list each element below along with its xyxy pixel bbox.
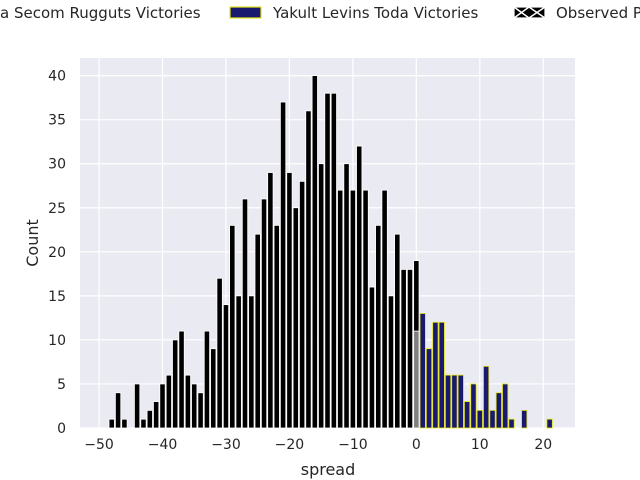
bar-1-9	[470, 383, 477, 429]
bar-0--40	[159, 383, 166, 429]
y-tick-label: 40	[48, 69, 66, 85]
bar-0--2	[400, 269, 407, 429]
x-tick-label: −30	[211, 437, 241, 453]
bar-0--5	[381, 189, 388, 429]
bar-0--28	[235, 295, 242, 429]
legend-hatch	[513, 6, 546, 19]
bar-0--41	[153, 401, 160, 429]
bar-1-17	[521, 409, 528, 429]
y-tick-label: 10	[48, 333, 66, 349]
bar-1-2	[425, 348, 433, 429]
y-tick-label: 20	[48, 245, 66, 261]
bar-0--48	[108, 418, 115, 429]
y-tick-label: 30	[48, 157, 66, 173]
x-tick-label: −20	[275, 437, 305, 453]
bar-1-3	[432, 321, 439, 429]
bar-0--32	[210, 348, 217, 429]
y-tick-label: 5	[57, 377, 66, 393]
bar-3-0	[413, 330, 420, 429]
bar-1-5	[444, 374, 452, 429]
legend: a Secom Rugguts Victories Yakult Levins T…	[0, 4, 640, 22]
legend-label: Yakult Levins Toda Victories	[272, 4, 479, 22]
bar-1-21	[546, 418, 553, 429]
bar-0--17	[305, 110, 312, 429]
bar-0--6	[375, 224, 382, 429]
bar-1-14	[502, 383, 509, 429]
bar-0--10	[349, 189, 356, 429]
x-tick-label: −50	[84, 437, 114, 453]
x-tick-label: −40	[148, 437, 178, 453]
x-tick-label: 0	[412, 437, 421, 453]
bar-1-1	[419, 313, 426, 429]
bar-0--11	[343, 163, 350, 429]
bar-0--13	[330, 92, 337, 429]
bar-0--23	[267, 172, 274, 429]
bar-0--8	[362, 189, 369, 429]
y-tick-label: 25	[48, 201, 66, 217]
bar-0--47	[114, 392, 122, 429]
legend-swatch	[229, 6, 262, 19]
x-tick-labels: −50 −40 −30 −20 −10 0 10 20	[84, 437, 552, 453]
bar-0--44	[134, 383, 141, 429]
bar-0--25	[254, 233, 261, 429]
bar-0--37	[178, 330, 185, 429]
bar-0--20	[286, 172, 293, 429]
x-tick-label: 20	[534, 437, 552, 453]
bar-0--29	[229, 224, 236, 429]
y-tick-label: 15	[48, 289, 66, 305]
bar-0--38	[172, 339, 179, 429]
bar-0--14	[324, 92, 331, 429]
y-tick-labels: 0 5 10 15 20 25 30 35 40	[48, 69, 66, 437]
bar-0--12	[337, 189, 344, 429]
y-tick-label: 35	[48, 113, 66, 129]
bar-0--9	[356, 145, 363, 429]
bar-0--30	[222, 304, 230, 429]
bars	[108, 75, 553, 429]
bar-0--43	[140, 418, 147, 429]
bar-0--3	[394, 233, 401, 429]
bar-0--46	[121, 418, 128, 429]
bar-0--16	[311, 75, 318, 429]
bar-0--36	[184, 374, 191, 429]
bar-1-10	[476, 409, 483, 429]
bar-0--24	[260, 198, 268, 429]
bar-0--31	[216, 277, 223, 429]
x-tick-label: −10	[338, 437, 368, 453]
bar-0--7	[368, 286, 376, 429]
legend-swatch	[513, 6, 546, 19]
bar-0--33	[203, 330, 211, 429]
bar-1-6	[451, 374, 458, 429]
bar-0--15	[318, 163, 325, 429]
legend-label: Observed P	[556, 4, 640, 22]
legend-label: a Secom Rugguts Victories	[0, 4, 201, 22]
bar-0--39	[165, 374, 172, 429]
bar-1-11	[483, 365, 490, 429]
bar-1-7	[457, 374, 464, 429]
bar-0--4	[387, 295, 395, 429]
x-axis-label: spread	[301, 460, 356, 479]
bar-1-4	[438, 321, 445, 429]
x-tick-label: 10	[471, 437, 489, 453]
bar-0--34	[197, 392, 204, 429]
bar-0--19	[292, 207, 299, 429]
bar-0--26	[248, 295, 255, 429]
bar-0--42	[146, 409, 153, 429]
bar-0--35	[191, 383, 198, 429]
y-axis-label: Count	[23, 219, 42, 267]
bar-1-13	[495, 392, 502, 429]
bar-0--18	[299, 180, 306, 429]
bar-1-12	[489, 409, 496, 429]
bar-0--21	[279, 101, 287, 429]
bar-1-8	[464, 401, 471, 429]
y-tick-label: 0	[57, 421, 66, 437]
bar-1-15	[508, 418, 515, 429]
bar-0--1	[406, 269, 414, 429]
bar-0--27	[241, 198, 249, 429]
bar-0--22	[273, 224, 280, 429]
